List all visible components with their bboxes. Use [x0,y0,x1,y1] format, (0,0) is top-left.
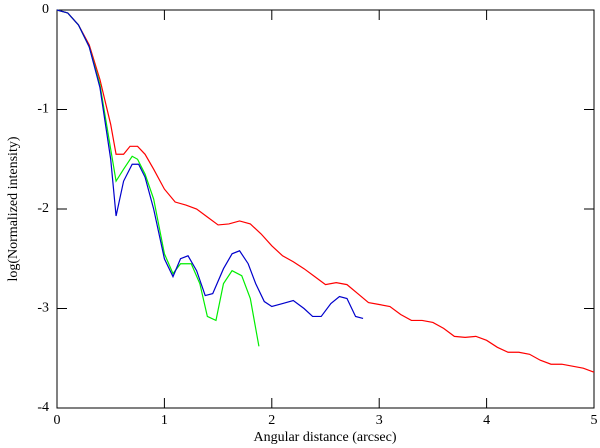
x-tick-label: 1 [161,413,168,428]
x-axis-label: Angular distance (arcsec) [253,430,396,445]
x-tick-label: 3 [376,413,383,428]
x-tick-label: 5 [591,413,598,428]
x-tick-label: 0 [54,413,61,428]
series-line [56,9,364,320]
plot-frame [56,9,595,409]
series-line [56,9,260,347]
y-tick-label: -4 [37,400,49,415]
series-line [56,9,595,373]
x-tick-label: 2 [268,413,275,428]
y-tick-label: -3 [37,301,49,316]
y-tick-label: -2 [37,201,49,216]
y-tick-label: -1 [37,102,49,117]
y-tick-label: 0 [42,2,49,17]
x-tick-label: 4 [483,413,490,428]
y-axis-label: log(Normalized intensity) [6,136,21,281]
